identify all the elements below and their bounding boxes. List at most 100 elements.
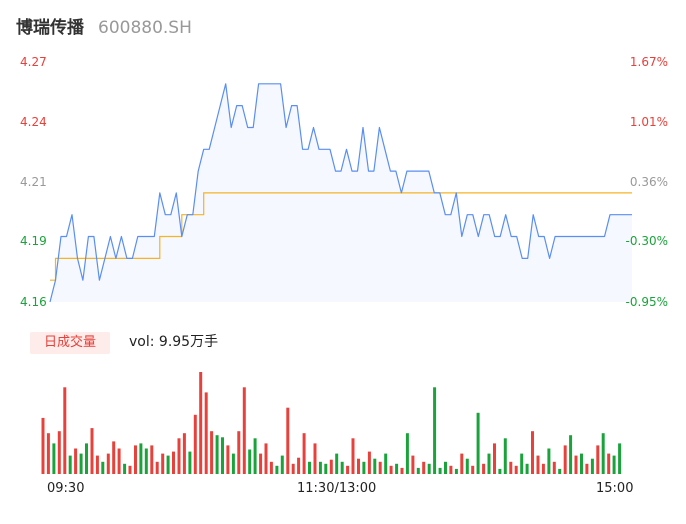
volume-bar bbox=[308, 461, 311, 474]
volume-bar bbox=[503, 438, 507, 474]
volume-bar bbox=[378, 461, 382, 474]
stock-code: 600880.SH bbox=[98, 18, 192, 38]
stock-name: 博瑞传播 bbox=[16, 18, 84, 38]
volume-bar bbox=[618, 443, 622, 474]
volume-bar bbox=[41, 417, 45, 474]
percent-tick-label: -0.95% bbox=[625, 295, 668, 309]
volume-bar bbox=[612, 455, 616, 474]
volume-bar bbox=[547, 448, 551, 474]
volume-bar bbox=[487, 453, 491, 474]
volume-bar bbox=[558, 468, 562, 474]
volume-bar bbox=[101, 461, 105, 474]
volume-bar bbox=[569, 435, 573, 474]
volume-bar bbox=[509, 461, 513, 474]
volume-bar bbox=[367, 451, 371, 474]
volume-bar bbox=[422, 461, 426, 474]
volume-bar bbox=[248, 449, 252, 474]
volume-bar bbox=[514, 465, 518, 474]
volume-bar bbox=[253, 438, 257, 474]
volume-bar bbox=[541, 463, 545, 474]
volume-bar bbox=[106, 453, 110, 474]
volume-bar bbox=[536, 455, 540, 474]
volume-bar bbox=[155, 461, 159, 474]
price-line bbox=[49, 83, 632, 303]
volume-bar bbox=[112, 441, 116, 474]
volume-bar bbox=[596, 445, 600, 474]
volume-bar bbox=[607, 453, 611, 474]
volume-bar bbox=[362, 461, 366, 474]
volume-bar bbox=[525, 463, 529, 474]
volume-bar bbox=[90, 428, 94, 474]
volume-bar bbox=[242, 387, 246, 474]
volume-bar bbox=[150, 445, 154, 474]
volume-bar bbox=[580, 453, 583, 474]
volume-bar bbox=[493, 443, 496, 474]
volume-bar bbox=[52, 443, 56, 474]
price-tick-label: 4.21 bbox=[20, 175, 47, 189]
volume-bar bbox=[454, 468, 458, 474]
volume-bar bbox=[204, 392, 208, 474]
volume-bar bbox=[389, 465, 393, 474]
volume-bar bbox=[313, 443, 317, 474]
volume-bar bbox=[117, 448, 121, 474]
volume-bar bbox=[259, 453, 263, 474]
volume-bar bbox=[237, 431, 241, 474]
volume-bar bbox=[79, 453, 83, 474]
percent-tick-label: 0.36% bbox=[629, 175, 668, 189]
volume-bar bbox=[161, 453, 165, 474]
volume-bar bbox=[520, 453, 524, 474]
time-tick-label: 09:30 bbox=[47, 481, 85, 496]
volume-bar bbox=[351, 438, 355, 474]
volume-bar bbox=[144, 448, 148, 474]
percent-tick-label: 1.67% bbox=[629, 55, 668, 69]
volume-bar bbox=[297, 457, 301, 474]
volume-bar bbox=[68, 455, 72, 474]
volume-bar bbox=[531, 431, 534, 474]
volume-bar bbox=[449, 465, 453, 474]
volume-bar bbox=[335, 453, 339, 474]
volume-bar bbox=[57, 431, 61, 474]
price-tick-label: 4.24 bbox=[20, 115, 47, 129]
volume-bar bbox=[340, 461, 344, 474]
volume-bar bbox=[405, 433, 409, 474]
daily-volume-badge: 日成交量 bbox=[30, 332, 110, 354]
volume-bar bbox=[286, 407, 290, 474]
volume-bar bbox=[221, 437, 224, 474]
volume-bar bbox=[128, 465, 132, 474]
volume-bar bbox=[166, 455, 170, 474]
volume-bar bbox=[444, 461, 447, 474]
volume-bar bbox=[139, 443, 143, 474]
volume-bar bbox=[231, 453, 235, 474]
volume-bar bbox=[275, 465, 279, 474]
volume-bar bbox=[329, 459, 333, 474]
volume-bar bbox=[438, 467, 442, 474]
volume-bar bbox=[460, 453, 464, 474]
average-price-line bbox=[50, 192, 632, 281]
volume-bar bbox=[357, 458, 360, 474]
volume-readout: vol: 9.95万手 bbox=[129, 334, 219, 350]
volume-bar bbox=[302, 433, 306, 474]
volume-bar bbox=[226, 445, 230, 474]
price-tick-label: 4.27 bbox=[20, 55, 47, 69]
volume-bar bbox=[482, 463, 486, 474]
volume-bar bbox=[563, 445, 567, 474]
volume-bar bbox=[427, 463, 431, 474]
volume-bar bbox=[269, 461, 273, 474]
volume-bar bbox=[46, 433, 50, 474]
volume-bar bbox=[601, 433, 605, 474]
volume-bar bbox=[585, 463, 589, 474]
volume-bar bbox=[395, 463, 399, 474]
volume-bar bbox=[552, 461, 556, 474]
volume-bar bbox=[384, 453, 388, 474]
percent-tick-label: -0.30% bbox=[625, 234, 668, 248]
volume-bar bbox=[134, 445, 137, 474]
volume-bar bbox=[188, 451, 192, 474]
volume-bar bbox=[85, 443, 88, 474]
volume-bar bbox=[590, 458, 594, 474]
volume-bar bbox=[199, 372, 203, 474]
volume-bar bbox=[280, 455, 284, 474]
volume-bar bbox=[177, 438, 181, 474]
volume-bar bbox=[476, 412, 480, 474]
volume-bar bbox=[498, 468, 502, 474]
